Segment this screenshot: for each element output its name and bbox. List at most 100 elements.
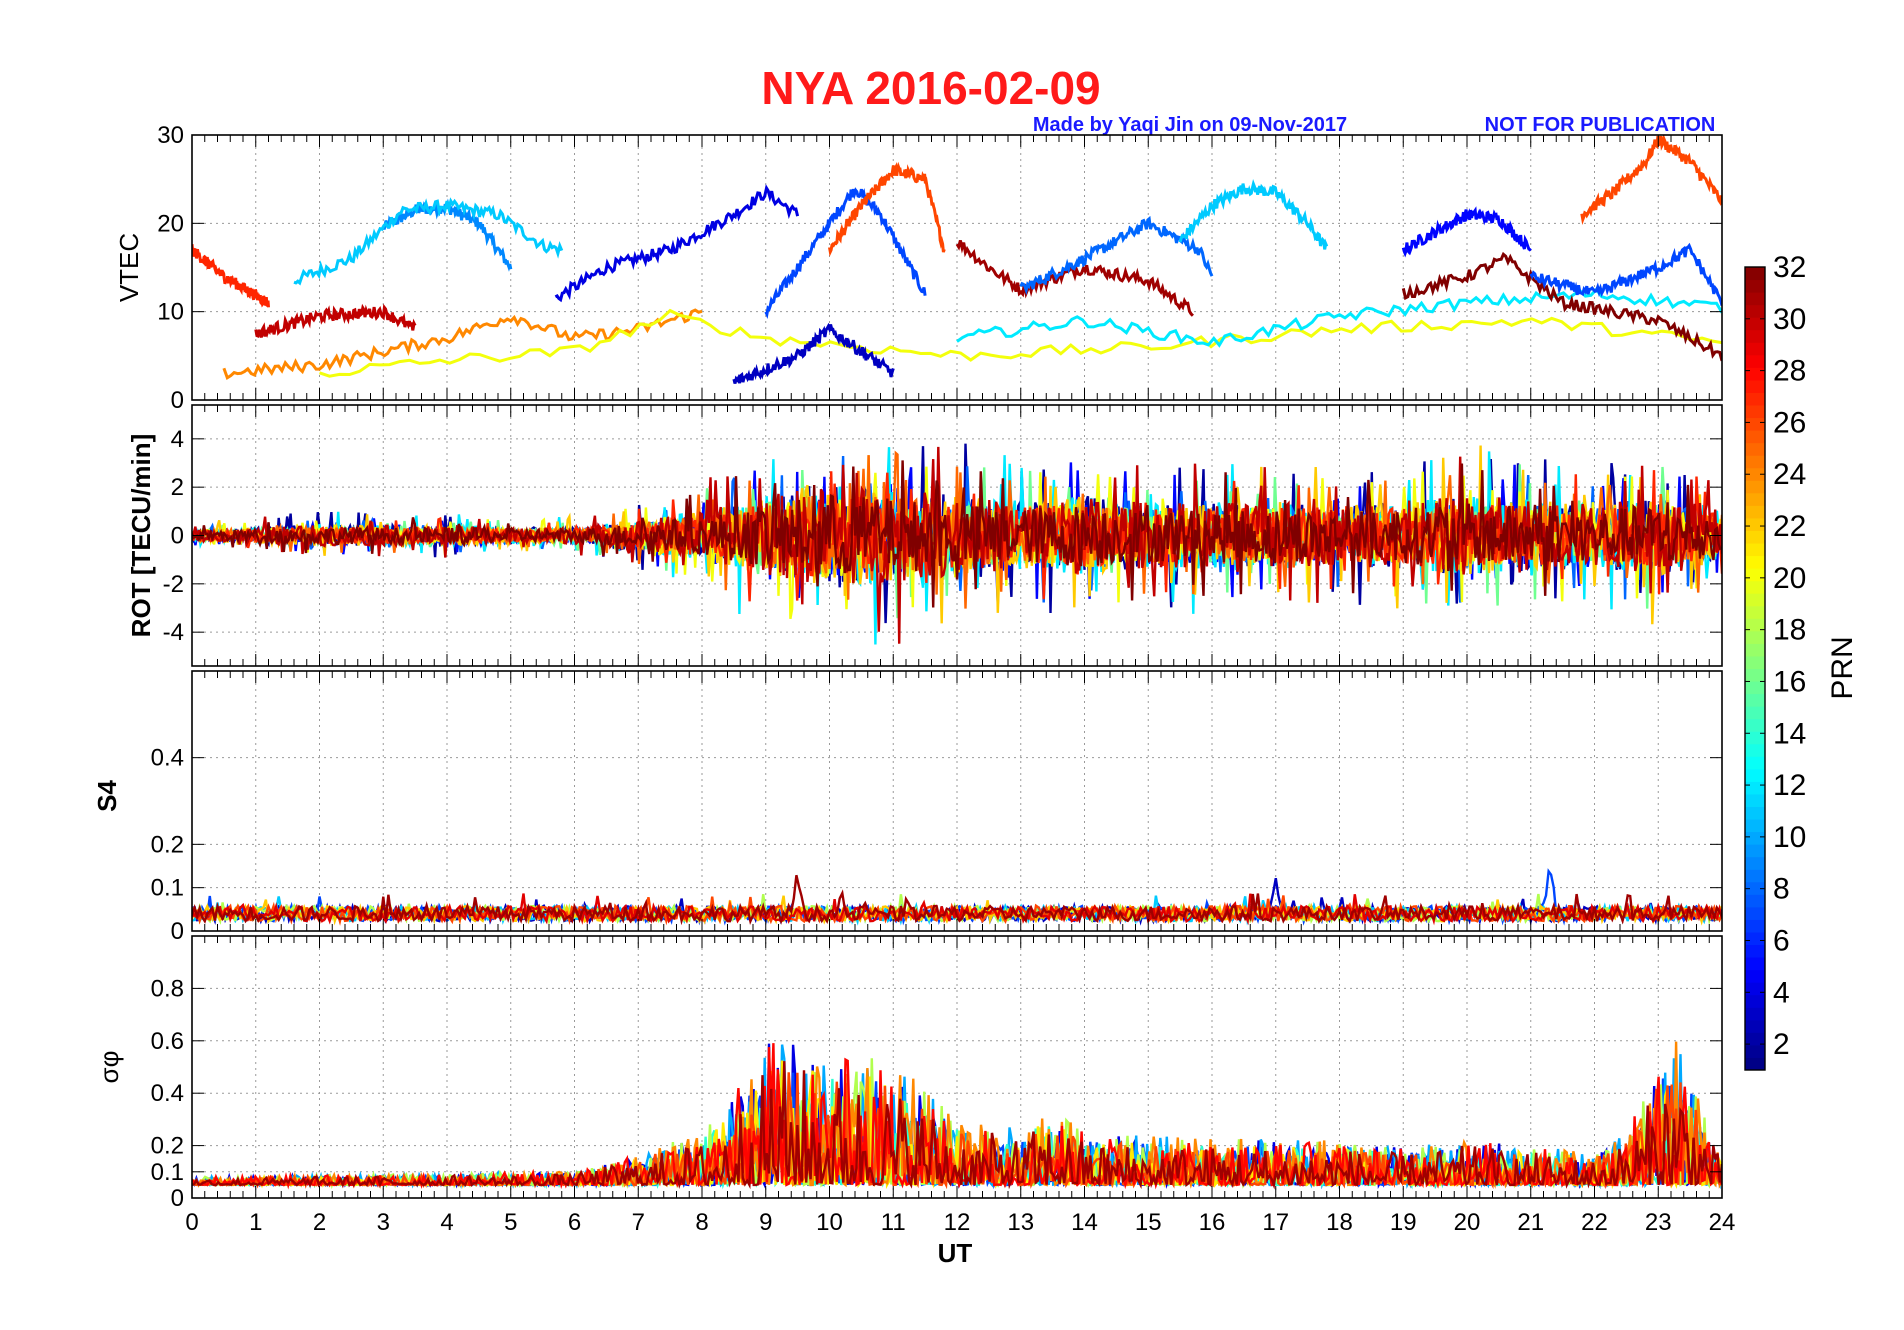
colorbar-band — [1745, 1019, 1765, 1033]
y-tick-label: -4 — [163, 619, 184, 646]
x-tick-label: 20 — [1454, 1209, 1481, 1236]
vtec-track-prn-27 — [192, 244, 270, 308]
colorbar-band — [1745, 405, 1765, 419]
y-tick-label: 2 — [171, 474, 184, 501]
colorbar-tick-label: 18 — [1773, 614, 1806, 647]
colorbar-tick-label: 4 — [1773, 976, 1790, 1009]
vtec-track-prn-11 — [293, 197, 564, 286]
colorbar-tick-label: 26 — [1773, 406, 1806, 439]
colorbar-band — [1745, 568, 1765, 582]
s4-series-prn-31 — [192, 874, 1722, 926]
colorbar-band — [1745, 869, 1765, 883]
colorbar-band — [1745, 718, 1765, 732]
x-tick-label: 17 — [1262, 1209, 1289, 1236]
y-tick-label: 20 — [157, 210, 184, 237]
colorbar-tick-label: 32 — [1773, 251, 1806, 284]
y-tick-label: 0.1 — [151, 875, 184, 902]
x-tick-label: 12 — [944, 1209, 971, 1236]
x-tick-label: 10 — [816, 1209, 843, 1236]
y-tick-label: 0.1 — [151, 1159, 184, 1186]
colorbar-band — [1745, 618, 1765, 632]
vtec-track-prn-20 — [319, 308, 1722, 378]
colorbar-tick-label: 30 — [1773, 303, 1806, 336]
y-tick-label: 0.6 — [151, 1028, 184, 1055]
colorbar-tick-label: 28 — [1773, 355, 1806, 388]
colorbar-band — [1745, 706, 1765, 720]
data-s4 — [192, 868, 1722, 926]
colorbar-tick-label: 14 — [1773, 717, 1806, 750]
y-tick-label: 0.2 — [151, 1133, 184, 1160]
x-tick-label: 14 — [1071, 1209, 1098, 1236]
colorbar-band — [1745, 442, 1765, 456]
x-tick-label: 21 — [1517, 1209, 1544, 1236]
y-tick-label: 0.4 — [151, 1080, 184, 1107]
colorbar-band — [1745, 492, 1765, 506]
x-tick-label: 9 — [759, 1209, 772, 1236]
colorbar-band — [1745, 806, 1765, 820]
colorbar-band — [1745, 379, 1765, 393]
colorbar-band — [1745, 743, 1765, 757]
colorbar-band — [1745, 856, 1765, 870]
rot-series-prn-32 — [192, 460, 1722, 608]
x-tick-label: 0 — [185, 1209, 198, 1236]
colorbar-tick-label: 12 — [1773, 769, 1806, 802]
y-tick-label: 0 — [171, 523, 184, 550]
colorbar-band — [1745, 693, 1765, 707]
colorbar-band — [1745, 593, 1765, 607]
colorbar-band — [1745, 267, 1765, 281]
x-tick-label: 3 — [377, 1209, 390, 1236]
colorbar-label: PRN — [1826, 636, 1859, 699]
y-tick-label: 0.2 — [151, 831, 184, 858]
x-tick-label: 5 — [504, 1209, 517, 1236]
colorbar-band — [1745, 731, 1765, 745]
credit-text: Made by Yaqi Jin on 09-Nov-2017 — [1033, 114, 1347, 136]
vtec-track-prn-30 — [254, 303, 417, 339]
colorbar-band — [1745, 292, 1765, 306]
vtec-track-prn-32 — [1401, 251, 1722, 362]
vtec-track-prn-5 — [1401, 206, 1532, 258]
colorbar-band — [1745, 919, 1765, 933]
colorbar-band — [1745, 906, 1765, 920]
data-vtec — [192, 135, 1722, 384]
x-tick-label: 11 — [881, 1209, 906, 1236]
colorbar-band — [1745, 605, 1765, 619]
x-tick-label: 2 — [313, 1209, 326, 1236]
x-tick-label: 23 — [1645, 1209, 1672, 1236]
vtec-track-prn-4 — [554, 184, 800, 303]
data-sigma_phi — [192, 1041, 1722, 1190]
colorbar-band — [1745, 819, 1765, 833]
y-tick-label: 0.8 — [151, 975, 184, 1002]
colorbar-band — [1745, 455, 1765, 469]
colorbar-band — [1745, 894, 1765, 908]
x-tick-label: 6 — [568, 1209, 581, 1236]
vtec-track-prn-3 — [732, 322, 895, 384]
x-tick-label: 24 — [1709, 1209, 1736, 1236]
notice-text: NOT FOR PUBLICATION — [1485, 114, 1716, 136]
colorbar-band — [1745, 768, 1765, 782]
panel-vtec: 0 10 20 30 VTEC — [114, 122, 1723, 414]
vtec-track-prn-8 — [1019, 215, 1214, 296]
colorbar-tick-label: 6 — [1773, 924, 1790, 957]
vtec-track-prn-11 — [1178, 179, 1329, 250]
colorbar-tick-label: 22 — [1773, 510, 1806, 543]
colorbar-band — [1745, 279, 1765, 293]
y-axis-label: VTEC — [114, 233, 144, 302]
colorbar-tick-label: 2 — [1773, 1028, 1790, 1061]
colorbar-band — [1745, 655, 1765, 669]
colorbar-band — [1745, 957, 1765, 971]
colorbar-band — [1745, 467, 1765, 481]
colorbar-band — [1745, 944, 1765, 958]
panel-frame — [191, 670, 1723, 932]
colorbar-band — [1745, 580, 1765, 594]
panel-s4: 0 0.1 0.2 0.4 S4 — [92, 670, 1723, 945]
x-tick-label: 7 — [632, 1209, 645, 1236]
colorbar-tick-label: 8 — [1773, 873, 1790, 906]
x-tick-label: 22 — [1581, 1209, 1608, 1236]
colorbar-band — [1745, 417, 1765, 431]
colorbar-band — [1745, 881, 1765, 895]
colorbar-band — [1745, 555, 1765, 569]
